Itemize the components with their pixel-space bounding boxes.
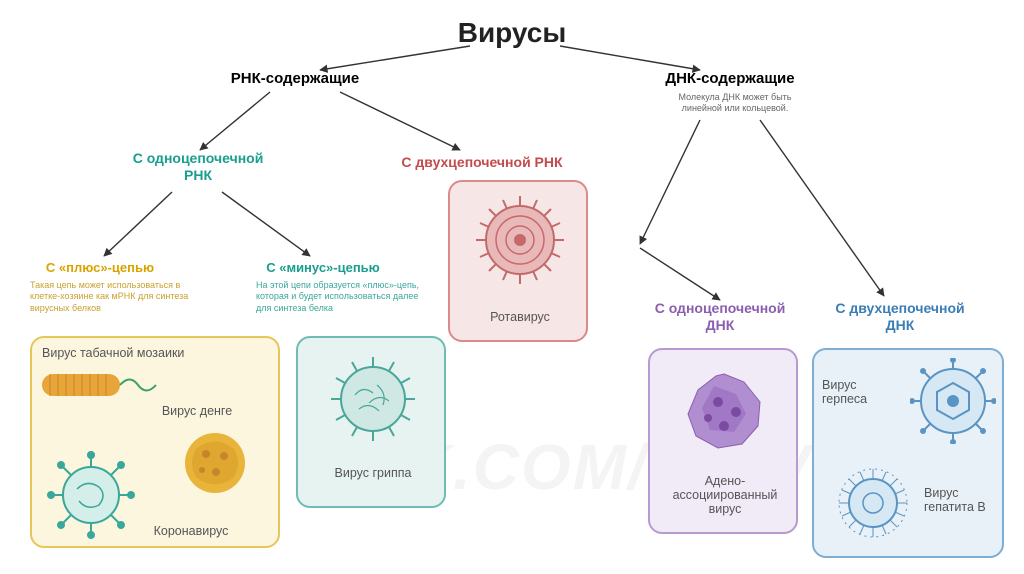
virus-label-rotavirus: Ротавирус: [450, 310, 590, 324]
virus-label-corona: Коронавирус: [136, 524, 246, 538]
card-dsrna: Ротавирус: [448, 180, 588, 342]
card-ssdna: Адено- ассоциированный вирус: [648, 348, 798, 534]
node-dsrna: С двухцепочечной РНК: [392, 154, 572, 171]
virus-label-dengue: Вирус денге: [152, 404, 242, 418]
coronavirus-icon: [46, 450, 136, 540]
node-minus: С «минус»-цепью: [248, 260, 398, 276]
node-dna: ДНК-содержащие: [645, 70, 815, 88]
hepb-icon: [828, 458, 918, 548]
diagram-title: Вирусы: [0, 16, 1024, 50]
node-dsdna: С двухцепочечной ДНК: [820, 300, 980, 334]
flu-icon: [326, 352, 420, 446]
virus-label-tmv: Вирус табачной мозаики: [42, 346, 202, 360]
virus-label-herpes: Вирус герпеса: [822, 378, 888, 406]
rotavirus-icon: [472, 192, 568, 288]
virus-label-hepb: Вирус гепатита В: [924, 486, 1002, 514]
virus-label-flu: Вирус гриппа: [298, 466, 448, 480]
card-dsdna: Вирус герпеса: [812, 348, 1004, 558]
minus-desc: На этой цепи образуется «плюс»-цепь, кот…: [256, 280, 434, 314]
dna-desc: Молекула ДНК может быть линейной или кол…: [660, 92, 810, 115]
tmv-icon: [42, 366, 162, 402]
card-plus-strand: Вирус табачной мозаики Вирус денге: [30, 336, 280, 548]
card-minus-strand: Вирус гриппа: [296, 336, 446, 508]
node-ssrna: С одноцепочечной РНК: [118, 150, 278, 184]
node-plus: С «плюс»-цепью: [30, 260, 170, 276]
dengue-icon: [176, 424, 254, 502]
virus-label-aav: Адено- ассоциированный вирус: [650, 474, 800, 516]
aav-icon: [674, 362, 774, 462]
node-ssdna: С одноцепочечной ДНК: [640, 300, 800, 334]
herpes-icon: [910, 358, 996, 444]
node-rna: РНК-содержащие: [210, 70, 380, 88]
plus-desc: Такая цепь может использоваться в клетке…: [30, 280, 204, 314]
